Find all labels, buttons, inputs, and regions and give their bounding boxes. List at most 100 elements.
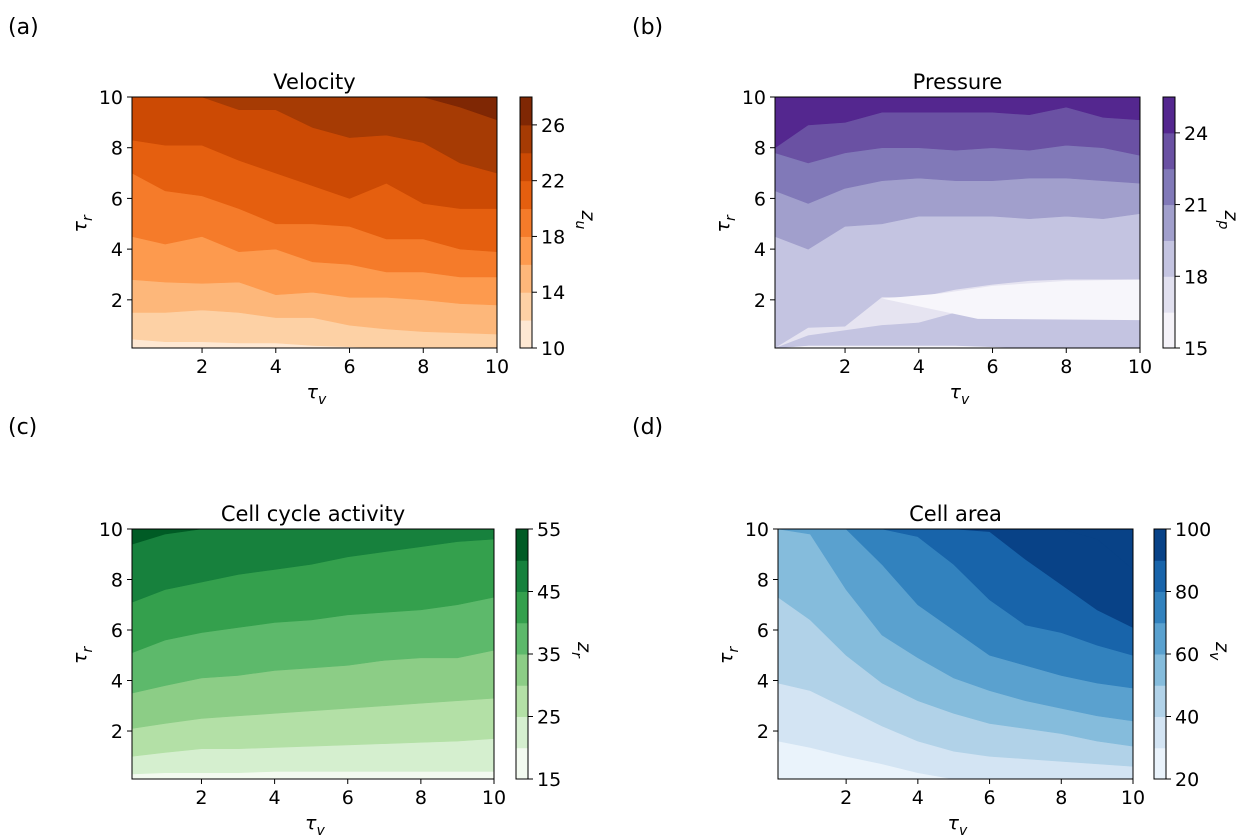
plot-area (778, 529, 1133, 779)
panel-label: (b) (632, 15, 663, 40)
colorbar-tick-label: 10 (541, 338, 565, 360)
region-core (881, 279, 1140, 321)
y-tick-label: 6 (111, 620, 123, 642)
colorbar-segment (1154, 654, 1166, 686)
colorbar-segment (1163, 97, 1175, 134)
x-tick-label: 4 (913, 356, 925, 378)
contour-band-50 (132, 529, 494, 545)
colorbar-tick-label: 21 (1184, 195, 1208, 217)
y-tick-label: 2 (111, 721, 123, 743)
colorbar-label: zp (1215, 210, 1242, 230)
colorbar-tick-label: 80 (1175, 582, 1199, 604)
y-tick-label: 2 (754, 290, 766, 312)
y-tick-label: 4 (757, 671, 769, 693)
colorbar: 15 18 21 24 zp (1162, 96, 1242, 360)
colorbar-segment (516, 654, 528, 686)
colorbar-tick-label: 40 (1175, 707, 1199, 729)
y-tick-label: 6 (754, 188, 766, 210)
contour-band-24 (132, 97, 497, 174)
x-tick-label: 4 (270, 356, 282, 378)
colorbar-segment (1163, 168, 1175, 206)
colorbar-segment (520, 97, 532, 126)
contour-band-90 (778, 529, 1133, 628)
y-tick-label: 8 (111, 138, 123, 160)
y-axis-label: τr (69, 214, 96, 232)
y-tick-label: 10 (99, 87, 123, 109)
colorbar-segment (1154, 716, 1166, 749)
chart-title: Cell area (909, 502, 1002, 526)
colorbar-segment (520, 264, 532, 293)
axes-frame (131, 528, 495, 780)
x-tick-label: 6 (343, 356, 355, 378)
panel-label: (c) (8, 415, 37, 440)
x-tick-label: 6 (986, 356, 998, 378)
colorbar-segment (1154, 622, 1166, 655)
colorbar-label: zr (568, 641, 595, 659)
colorbar-segment (1154, 529, 1166, 561)
axes-frame (774, 96, 1141, 349)
colorbar-tick-label: 100 (1175, 519, 1211, 541)
x-tick-label: 8 (415, 787, 427, 809)
plot-area (775, 97, 1140, 348)
x-axis-label: τv (948, 812, 968, 837)
colorbar-segment (1154, 560, 1166, 592)
x-tick-label: 8 (417, 356, 429, 378)
colorbar-tick-label: 45 (537, 582, 561, 604)
contour-band-45 (132, 529, 494, 603)
y-axis-label: τr (712, 214, 739, 232)
colorbar-segment (1163, 240, 1175, 277)
plot-area (132, 529, 494, 779)
colorbar-segment (516, 685, 528, 717)
colorbar-tick-label: 14 (541, 282, 565, 304)
y-tick-label: 8 (754, 138, 766, 160)
x-axis-label: τv (307, 381, 327, 408)
colorbar-frame (1162, 96, 1176, 349)
colorbar-segment (516, 591, 528, 624)
x-tick-label: 4 (912, 787, 924, 809)
colorbar-segment (516, 716, 528, 749)
x-tick-label: 4 (269, 787, 281, 809)
colorbar-segment (1154, 591, 1166, 624)
colorbar-segment (1163, 132, 1175, 170)
colorbar-label: zv (1206, 641, 1233, 661)
colorbar-segment (520, 208, 532, 237)
x-tick-label: 10 (1121, 787, 1145, 809)
colorbar-segment (520, 180, 532, 210)
colorbar-segment (1163, 204, 1175, 241)
chart-title: Velocity (273, 70, 355, 94)
x-tick-label: 2 (840, 787, 852, 809)
y-tick-label: 10 (742, 87, 766, 109)
colorbar-tick-label: 15 (537, 769, 561, 791)
colorbar-tick-label: 22 (541, 171, 565, 193)
colorbar-segment (1163, 312, 1175, 349)
y-tick-label: 8 (111, 570, 123, 592)
x-tick-label: 8 (1060, 356, 1072, 378)
colorbar-segment (520, 236, 532, 265)
colorbar-tick-label: 25 (537, 707, 561, 729)
colorbar: 15 25 35 45 55 zr (515, 519, 595, 791)
axes-frame (131, 96, 498, 349)
x-tick-label: 2 (196, 356, 208, 378)
x-axis-label: τv (305, 812, 325, 837)
plot-area (132, 97, 497, 348)
colorbar-segment (516, 560, 528, 592)
colorbar-segment (1154, 685, 1166, 717)
y-tick-label: 10 (745, 519, 769, 541)
x-tick-label: 10 (485, 356, 509, 378)
colorbar-label: zu (572, 210, 599, 230)
contour-band-26 (132, 97, 497, 121)
panel-c: 2 4 6 8 10 2 4 6 8 10 Cell cycle activity (c) τv τr 15… (8, 415, 595, 837)
y-axis-label: τr (69, 646, 96, 664)
y-tick-label: 4 (754, 239, 766, 261)
contour-band-100 (778, 529, 1133, 570)
colorbar-segment (516, 747, 528, 780)
y-tick-label: 6 (111, 188, 123, 210)
colorbar-segment (516, 622, 528, 655)
x-tick-label: 10 (482, 787, 506, 809)
x-tick-label: 6 (342, 787, 354, 809)
colorbar-tick-label: 24 (1184, 123, 1208, 145)
x-axis-label: τv (950, 381, 970, 408)
colorbar-segment (1163, 276, 1175, 313)
